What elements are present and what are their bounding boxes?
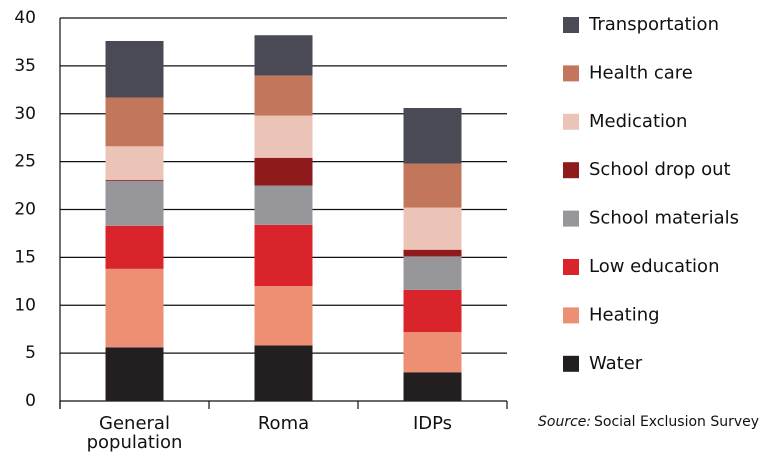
bar-segment xyxy=(105,225,164,269)
bar-segment xyxy=(105,97,164,147)
bar-segment xyxy=(254,75,313,116)
legend-label: Transportation xyxy=(588,14,719,35)
bar-segment xyxy=(254,115,313,158)
legend-swatch xyxy=(563,17,579,33)
y-tick-label: 25 xyxy=(14,152,36,172)
legend-label: School drop out xyxy=(589,159,731,180)
y-tick-label: 10 xyxy=(14,295,36,315)
bar-segment xyxy=(403,163,462,208)
bar-segment xyxy=(403,249,462,257)
bar-segment xyxy=(254,286,313,346)
bar-segment xyxy=(254,157,313,186)
y-tick-label: 40 xyxy=(14,8,36,28)
bar-segment xyxy=(105,40,164,98)
legend-label: Low education xyxy=(589,256,719,277)
legend-label: School materials xyxy=(589,208,739,229)
x-tick-label: Roma xyxy=(257,413,310,434)
legend-swatch xyxy=(563,355,579,372)
bar-segment xyxy=(403,332,462,373)
y-tick-label: 35 xyxy=(14,56,36,76)
legend-swatch xyxy=(563,259,579,275)
bar-segment xyxy=(105,146,164,180)
y-tick-label: 0 xyxy=(25,391,36,411)
bar-segment xyxy=(105,180,164,226)
bar-segment xyxy=(105,268,164,348)
bar-segment xyxy=(403,256,462,290)
bar-segment xyxy=(254,35,313,76)
bar-segment xyxy=(403,372,462,401)
x-tick-label: IDPs xyxy=(412,413,453,434)
legend-swatch xyxy=(563,113,579,130)
bar-segment xyxy=(403,289,462,333)
source: Social Exclusion Survey xyxy=(594,414,759,430)
bar-segment xyxy=(105,179,164,181)
legend-label: Water xyxy=(589,353,643,374)
bar-segment xyxy=(403,108,462,164)
bar-segment xyxy=(403,207,462,250)
bar-segment xyxy=(254,224,313,287)
y-tick-label: 30 xyxy=(14,104,36,124)
bar-segment xyxy=(254,345,313,401)
bar-segment xyxy=(254,185,313,225)
x-tick-label: General population xyxy=(86,413,183,453)
y-tick-label: 15 xyxy=(14,247,36,267)
legend-label: Medication xyxy=(589,111,687,132)
source-label: Source: xyxy=(538,414,591,430)
bar-segment xyxy=(105,347,164,401)
legend-swatch xyxy=(563,307,579,324)
legend-swatch xyxy=(563,210,579,227)
legend-label: Health care xyxy=(589,62,693,83)
y-tick-label: 20 xyxy=(14,200,36,220)
legend-swatch xyxy=(563,162,579,179)
legend-swatch xyxy=(563,65,579,82)
y-tick-label: 5 xyxy=(25,343,36,363)
legend-label: Heating xyxy=(589,304,660,325)
